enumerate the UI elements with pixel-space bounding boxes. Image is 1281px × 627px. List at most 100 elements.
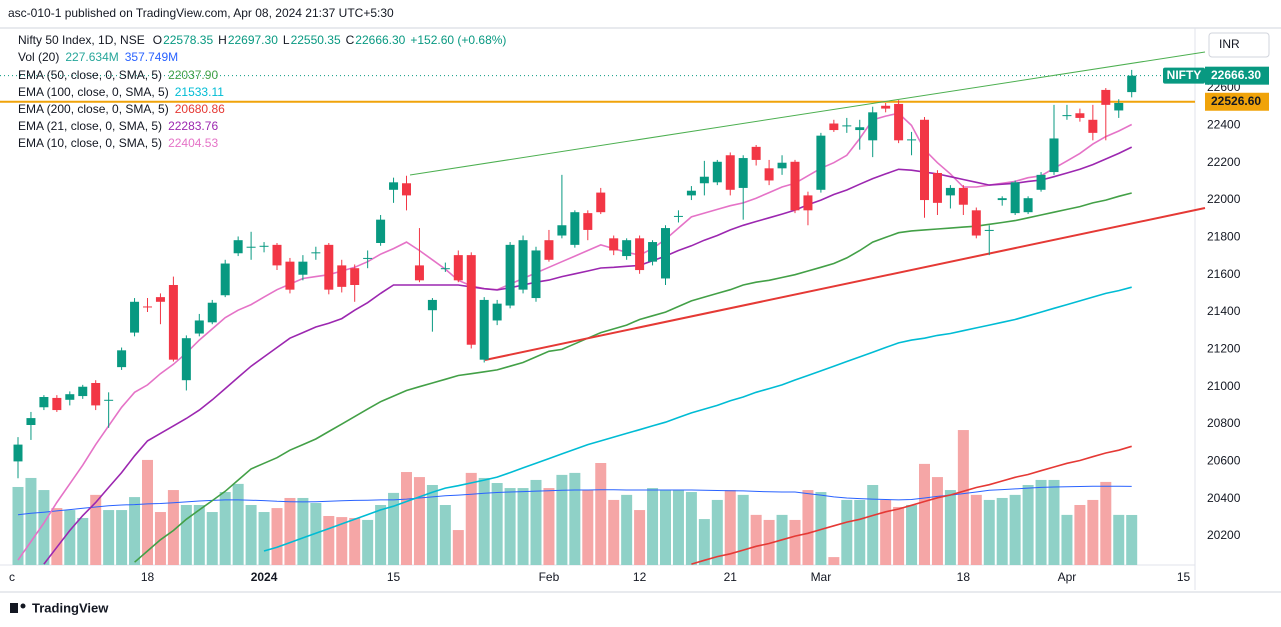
candle-body	[427, 299, 437, 311]
volume-bar	[1048, 479, 1060, 565]
volume-bar	[323, 515, 335, 565]
volume-bar	[1022, 484, 1034, 565]
ohlc-value: 22550.35	[291, 33, 341, 47]
volume-bar	[219, 492, 231, 565]
candle-body	[311, 252, 321, 254]
candle-body	[52, 397, 62, 411]
candle-body	[1036, 174, 1046, 190]
x-tick-label: 15	[387, 570, 401, 584]
candle-body	[583, 213, 593, 230]
candle-body	[1049, 138, 1059, 173]
ema-line	[134, 192, 1132, 563]
y-tick-label: 20400	[1207, 491, 1241, 505]
symbol-tag-box	[1163, 67, 1205, 84]
volume-bar	[426, 484, 438, 565]
volume-bar	[90, 494, 102, 565]
candle-body	[751, 146, 761, 160]
candle-body	[1023, 198, 1033, 213]
candle-body	[453, 255, 463, 281]
candle-body	[1010, 182, 1020, 214]
x-tick-label: 21	[724, 570, 738, 584]
ema-legend-name: EMA (50, close, 0, SMA, 5)	[18, 68, 162, 82]
candle-body	[997, 198, 1007, 201]
volume-bar	[167, 490, 179, 565]
currency: INR	[1219, 37, 1240, 51]
candle-body	[1075, 113, 1085, 118]
volume-bar	[931, 477, 943, 565]
volume-bar	[724, 490, 736, 565]
candle-body	[78, 386, 88, 397]
last-price-box	[1205, 66, 1269, 85]
volume-bar	[621, 494, 633, 565]
candle-body	[155, 297, 165, 302]
volume-bar	[919, 463, 930, 565]
ema-line	[43, 146, 1133, 565]
volume-bar	[582, 490, 594, 565]
candle-body	[207, 302, 217, 323]
volume-bar	[245, 504, 257, 565]
ema-line	[17, 112, 1133, 561]
candles	[13, 69, 1137, 479]
logo-mark	[10, 603, 18, 613]
candle-body	[984, 229, 994, 231]
volume-bar	[116, 510, 128, 565]
x-tick-label: 12	[633, 570, 647, 584]
x-tick-label: c	[9, 570, 15, 584]
volume-pane	[12, 430, 1138, 565]
candle-body	[803, 195, 813, 211]
volume-legend-name: Vol (20)	[18, 50, 59, 64]
candle-body	[816, 135, 826, 190]
candle-body	[699, 176, 709, 184]
ema-legend-name: EMA (100, close, 0, SMA, 5)	[18, 85, 169, 99]
ohlc-key: C	[346, 33, 355, 47]
candle-body	[971, 210, 981, 236]
volume-bar	[880, 499, 892, 565]
volume-bar	[64, 510, 76, 565]
last-price-label: 22666.30	[1211, 68, 1261, 82]
candle-body	[324, 244, 334, 290]
volume-bar	[893, 506, 905, 565]
candle-body	[298, 261, 308, 275]
candle-body	[894, 103, 904, 141]
volume-bar	[439, 504, 451, 565]
volume-bar	[543, 488, 555, 565]
candle-body	[945, 187, 955, 196]
candle-body	[764, 168, 774, 181]
ohlc-value: 22578.35	[163, 33, 213, 47]
candle-body	[505, 244, 515, 306]
candle-body	[557, 225, 567, 236]
brand: TradingView	[32, 600, 109, 615]
x-tick-label: 18	[141, 570, 155, 584]
symbol-title: Nifty 50 Index, 1D, NSE	[18, 33, 145, 47]
volume-bar	[465, 472, 477, 565]
candle-body	[492, 303, 502, 321]
candle-body	[143, 306, 152, 308]
volume-bar	[556, 474, 568, 565]
volume-bar	[815, 492, 827, 565]
y-tick-label: 20200	[1207, 528, 1241, 542]
candle-body	[958, 187, 968, 205]
candle-body	[91, 382, 101, 406]
candle-body	[1127, 75, 1137, 93]
volume-bar	[38, 490, 50, 565]
volume-bar	[906, 504, 918, 565]
candle-body	[363, 257, 373, 259]
y-tick-label: 22400	[1207, 118, 1241, 132]
volume-bar	[297, 497, 309, 565]
footer: TradingView	[10, 600, 109, 615]
candle-body	[246, 246, 256, 248]
candle-body	[635, 238, 645, 271]
candle-body	[130, 301, 140, 333]
trend-line	[484, 207, 1206, 361]
candle-body	[725, 155, 735, 190]
candle-body	[389, 182, 399, 190]
ema-line	[691, 445, 1132, 565]
volume-bar	[1100, 481, 1112, 565]
volume-bar	[375, 504, 387, 565]
candle-body	[350, 268, 360, 285]
volume-bar	[103, 510, 115, 565]
candle-body	[259, 245, 269, 247]
y-tick-label: 22000	[1207, 192, 1241, 206]
volume-bar	[193, 504, 205, 565]
volume-bar	[504, 488, 516, 565]
